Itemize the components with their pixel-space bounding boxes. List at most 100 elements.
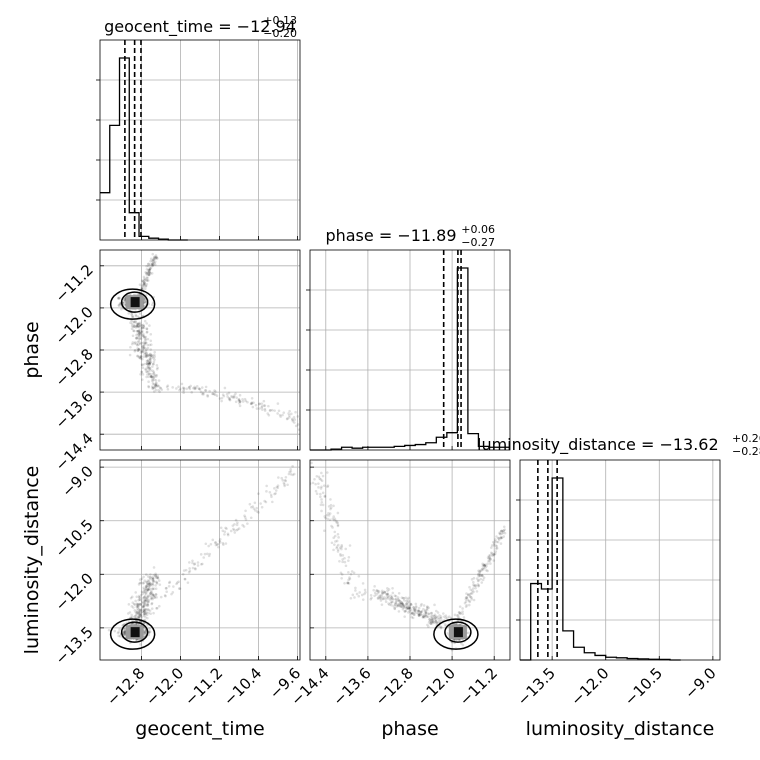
sample-point: [140, 323, 144, 327]
sample-point: [487, 554, 491, 558]
sample-point: [138, 614, 142, 617]
sample-point: [468, 592, 472, 596]
sample-point: [402, 596, 406, 600]
sample-point: [257, 511, 260, 514]
sample-point: [136, 616, 140, 619]
sample-point: [377, 590, 381, 593]
sample-point: [138, 595, 141, 599]
sample-point: [151, 382, 155, 385]
sample-point: [380, 591, 384, 594]
sample-point: [472, 580, 475, 584]
sample-point: [143, 283, 147, 286]
sample-point: [277, 409, 281, 413]
sample-point: [260, 402, 264, 405]
sample-point: [132, 606, 135, 609]
sample-point: [138, 341, 142, 345]
sample-point: [150, 601, 154, 605]
sample-point: [236, 528, 240, 531]
sample-point: [409, 602, 413, 606]
sample-point: [424, 611, 427, 614]
sample-point: [336, 532, 340, 536]
sample-point: [427, 606, 430, 610]
sample-point: [281, 413, 284, 417]
sample-point: [154, 584, 157, 587]
sample-point: [417, 613, 420, 617]
sample-point: [136, 340, 140, 344]
sample-point: [182, 389, 185, 393]
contour-outer: [109, 288, 156, 320]
sample-point: [117, 634, 120, 638]
sample-point: [191, 566, 195, 570]
sample-point: [145, 580, 148, 584]
sample-point: [154, 379, 158, 382]
sample-point: [273, 487, 276, 490]
density-peak: [130, 297, 140, 308]
sample-point: [364, 590, 367, 594]
sample-point: [171, 386, 174, 389]
sample-point: [154, 381, 158, 385]
sample-point: [289, 470, 293, 473]
sample-point: [146, 337, 150, 341]
sample-point: [488, 555, 491, 559]
x-tick-label: −11.2: [181, 664, 226, 709]
title-phase-sub: −0.27: [461, 236, 495, 249]
sample-point: [400, 601, 404, 605]
sample-point: [411, 616, 415, 620]
sample-point: [241, 400, 245, 403]
sample-point: [214, 543, 218, 547]
sample-point: [331, 526, 334, 529]
sample-point: [145, 327, 149, 331]
sample-point: [138, 330, 142, 334]
sample-point: [406, 601, 410, 604]
sample-point: [384, 597, 387, 601]
sample-point: [334, 540, 337, 543]
sample-point: [135, 623, 139, 626]
sample-point: [187, 571, 191, 574]
sample-point: [142, 345, 146, 348]
sample-point: [142, 614, 146, 618]
sample-point: [175, 582, 178, 586]
sample-point: [201, 392, 204, 396]
sample-point: [263, 499, 266, 503]
sample-point: [467, 631, 471, 635]
sample-point: [375, 593, 378, 596]
sample-point: [198, 387, 201, 390]
sample-point: [393, 607, 397, 611]
sample-point: [149, 353, 152, 356]
sample-point: [150, 596, 153, 599]
sample-point: [265, 490, 268, 493]
sample-point: [403, 599, 406, 602]
sample-point: [146, 575, 150, 578]
sample-point: [157, 379, 161, 382]
sample-point: [317, 486, 320, 489]
sample-point: [139, 643, 142, 646]
sample-point: [130, 595, 134, 599]
sample-point: [380, 595, 384, 598]
sample-point: [385, 593, 389, 596]
sample-point: [330, 524, 333, 528]
sample-point: [419, 611, 422, 614]
sample-point: [276, 402, 280, 405]
x-tick-label: −12.0: [142, 664, 187, 709]
sample-point: [417, 609, 421, 613]
sample-point: [135, 324, 139, 328]
sample-point: [118, 634, 122, 638]
sample-point: [194, 386, 198, 390]
sample-point: [134, 326, 138, 329]
sample-point: [383, 591, 387, 594]
sample-point: [468, 595, 472, 598]
sample-point: [130, 342, 134, 346]
sample-point: [211, 392, 214, 396]
sample-point: [404, 605, 407, 609]
sample-point: [467, 593, 470, 596]
sample-point: [412, 606, 415, 609]
sample-point: [403, 610, 407, 613]
sample-point: [481, 564, 485, 568]
sample-point: [146, 362, 149, 366]
sample-point: [361, 582, 365, 585]
sample-point: [403, 609, 406, 613]
sample-point: [238, 399, 242, 403]
sample-point: [241, 523, 244, 527]
sample-point: [149, 339, 153, 343]
sample-point: [297, 428, 300, 431]
